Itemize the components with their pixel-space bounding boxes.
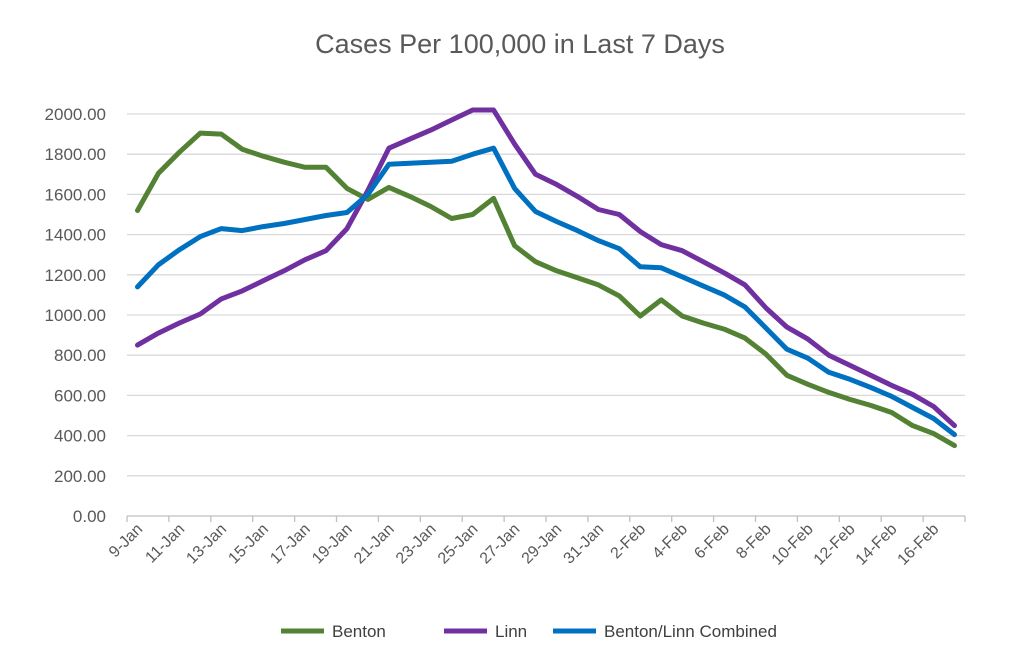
x-tick-label: 25-Jan <box>435 521 482 568</box>
x-tick-label: 14-Feb <box>853 521 901 569</box>
x-tick-label: 4-Feb <box>649 521 691 563</box>
legend-label: Linn <box>495 622 527 641</box>
x-axis: 9-Jan11-Jan13-Jan15-Jan17-Jan19-Jan21-Ja… <box>106 515 966 569</box>
x-tick-label: 15-Jan <box>225 521 272 568</box>
x-tick-label: 11-Jan <box>142 521 188 567</box>
x-tick-label: 13-Jan <box>183 521 230 568</box>
legend: Benton Linn Benton/Linn Combined <box>281 622 777 641</box>
x-tick-label: 9-Jan <box>106 521 146 561</box>
x-tick-label: 12-Feb <box>811 521 859 569</box>
y-axis-tick-labels: 0.00 200.00 400.00 600.00 800.00 1000.00 1200.… <box>45 105 106 526</box>
y-tick-label: 400.00 <box>54 427 106 446</box>
legend-label: Benton/Linn Combined <box>604 622 777 641</box>
y-tick-label: 1200.00 <box>45 266 106 285</box>
y-tick-label: 1400.00 <box>45 226 106 245</box>
y-tick-label: 1800.00 <box>45 145 106 164</box>
series-line-linn <box>135 107 957 429</box>
gridlines <box>127 113 965 477</box>
series-line-benton-linn-combined <box>135 145 957 438</box>
legend-label: Benton <box>332 622 386 641</box>
y-tick-label: 600.00 <box>54 386 106 405</box>
x-tick-label: 10-Feb <box>769 521 817 569</box>
x-tick-label: 31-Jan <box>561 521 608 568</box>
x-tick-label: 17-Jan <box>267 521 314 568</box>
y-tick-label: 2000.00 <box>45 105 106 124</box>
x-tick-label: 27-Jan <box>477 521 524 568</box>
y-tick-label: 1600.00 <box>45 185 106 204</box>
y-tick-label: 0.00 <box>73 507 106 526</box>
x-tick-label: 6-Feb <box>691 521 733 563</box>
series-lines <box>135 107 957 449</box>
chart-title: Cases Per 100,000 in Last 7 Days <box>315 29 725 59</box>
x-tick-label: 2-Feb <box>608 521 650 563</box>
x-tick-label: 23-Jan <box>393 521 440 568</box>
x-tick-label: 21-Jan <box>351 521 398 568</box>
series-line-benton <box>135 130 957 449</box>
x-tick-label: 19-Jan <box>309 521 356 568</box>
y-tick-label: 200.00 <box>54 467 106 486</box>
y-tick-label: 800.00 <box>54 346 106 365</box>
x-tick-label: 29-Jan <box>519 521 566 568</box>
x-tick-label: 16-Feb <box>895 521 943 569</box>
y-tick-label: 1000.00 <box>45 306 106 325</box>
